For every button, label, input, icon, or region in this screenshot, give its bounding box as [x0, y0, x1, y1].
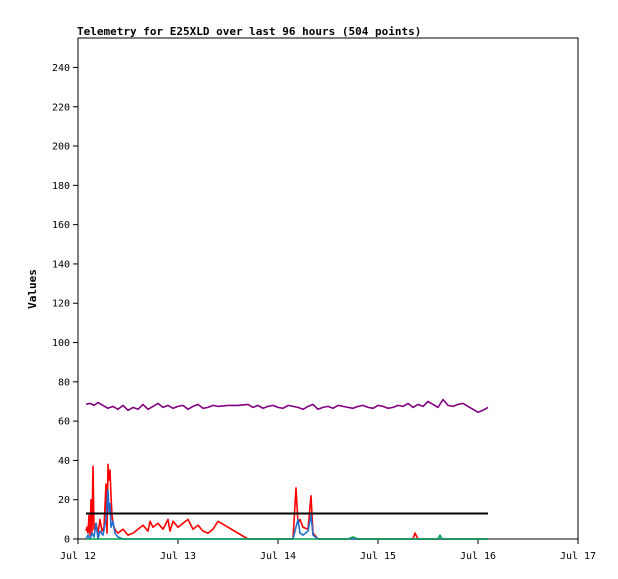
y-tick-label: 180 — [52, 181, 70, 192]
chart-title: Telemetry for E25XLD over last 96 hours … — [77, 25, 421, 38]
series-group — [85, 398, 489, 540]
y-tick-label: 220 — [52, 102, 70, 113]
y-tick-label: 160 — [52, 220, 70, 231]
x-tick-label: Jul 16 — [460, 551, 496, 562]
x-tick-label: Jul 14 — [260, 551, 296, 562]
x-axis: Jul 12 Jul 13 Jul 14 Jul 15 Jul 16 Jul 17 — [60, 539, 596, 562]
plot-frame — [77, 37, 579, 540]
x-tick-label: Jul 17 — [560, 551, 596, 562]
y-axis-label: Values — [26, 269, 39, 309]
x-tick-label: Jul 13 — [160, 551, 196, 562]
series-line-0 — [85, 398, 489, 414]
y-tick-label: 80 — [58, 377, 70, 388]
y-tick-label: 40 — [58, 456, 70, 467]
series-line-1 — [85, 463, 488, 540]
y-tick-label: 100 — [52, 338, 70, 349]
y-tick-label: 0 — [64, 535, 70, 546]
y-tick-label: 240 — [52, 63, 70, 74]
y-axis: 0 20 40 60 80 100 120 140 160 180 200 220 240 — [52, 63, 78, 546]
y-tick-label: 60 — [58, 417, 70, 428]
y-tick-label: 140 — [52, 259, 70, 270]
x-tick-label: Jul 15 — [360, 551, 396, 562]
x-tick-label: Jul 12 — [60, 551, 96, 562]
y-tick-label: 120 — [52, 299, 70, 310]
y-tick-label: 200 — [52, 142, 70, 153]
y-tick-label: 20 — [58, 495, 70, 506]
series-line-3 — [86, 534, 488, 540]
